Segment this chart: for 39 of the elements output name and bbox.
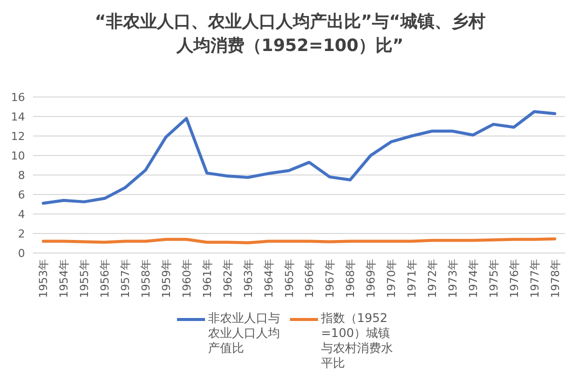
- legend-label: 非农业人口与农业人口人均产值比: [208, 311, 281, 356]
- y-tick-label: 0: [18, 247, 25, 260]
- y-tick-label: 10: [11, 150, 25, 162]
- x-tick-label: 1971年: [406, 259, 419, 298]
- x-tick-label: 1966年: [303, 259, 316, 298]
- x-tick-label: 1962年: [221, 259, 234, 298]
- x-tick-label: 1970年: [385, 259, 398, 298]
- y-tick-label: 16: [11, 91, 25, 104]
- x-tick-label: 1956年: [98, 259, 112, 298]
- y-tick-label: 2: [18, 228, 25, 240]
- x-tick-label: 1977年: [528, 259, 542, 298]
- legend-label: 指数（1952=100）城镇与农村消费水平比: [321, 311, 394, 369]
- line-series: [42, 110, 556, 205]
- x-tick-label: 1968年: [344, 259, 358, 298]
- x-tick-label: 1972年: [426, 259, 439, 298]
- x-tick-label: 1957年: [119, 259, 132, 298]
- x-tick-label: 1954年: [58, 259, 71, 298]
- x-tick-label: 1969年: [364, 259, 378, 298]
- y-tick-label: 12: [11, 130, 25, 143]
- x-tick-label: 1974年: [466, 259, 480, 298]
- x-tick-label: 1976年: [508, 259, 521, 298]
- x-tick-label: 1961年: [200, 259, 214, 298]
- x-tick-label: 1958年: [140, 259, 153, 298]
- x-tick-label: 1967年: [324, 259, 337, 298]
- y-tick-label: 14: [11, 110, 25, 124]
- x-tick-label: 1953年: [37, 259, 50, 298]
- x-tick-label: 1963年: [242, 259, 255, 298]
- x-tick-label: 1955年: [78, 259, 92, 298]
- x-tick-label: 1965年: [282, 259, 296, 298]
- x-tick-label: 1960年: [180, 259, 194, 298]
- x-tick-label: 1959年: [160, 259, 173, 298]
- x-tick-label: 1973年: [446, 259, 460, 298]
- y-tick-label: 4: [18, 208, 25, 221]
- x-tick-label: 1978年: [548, 259, 562, 298]
- y-tick-label: 6: [18, 188, 25, 202]
- y-tick-label: 8: [18, 169, 25, 182]
- x-tick-label: 1964年: [262, 259, 276, 298]
- x-tick-label: 1975年: [487, 259, 500, 298]
- chart-title: “非农业人口、农业人口人均产出比”与“城镇、乡村人均消费（1952=100）比”: [94, 11, 486, 58]
